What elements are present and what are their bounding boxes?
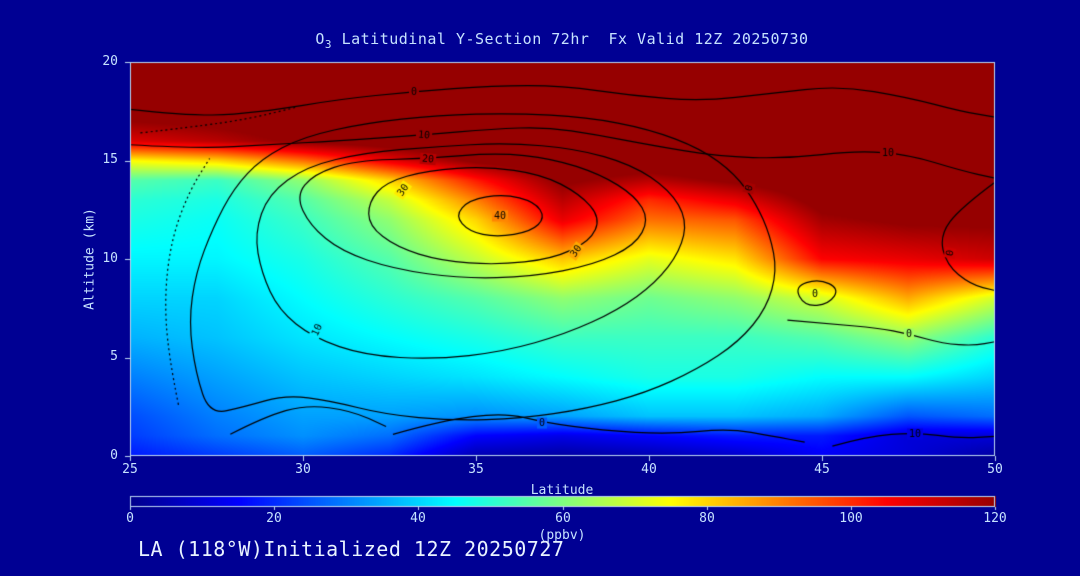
title-species: O <box>315 30 325 48</box>
y-tick-15: 15 <box>102 152 118 167</box>
y-tick-20: 20 <box>102 54 118 69</box>
y-tick-10: 10 <box>102 251 118 266</box>
annotation-initialized: LA (118°W)Initialized 12Z 20250727 <box>138 537 565 561</box>
colorbar-tick-20: 20 <box>266 511 282 526</box>
x-tick-50: 50 <box>987 462 1003 477</box>
colorbar-tick-60: 60 <box>555 511 571 526</box>
colorbar-tick-100: 100 <box>839 511 863 526</box>
x-tick-45: 45 <box>814 462 830 477</box>
chart-title: O3 Latitudinal Y-Section 72hr Fx Valid 1… <box>315 30 808 51</box>
y-tick-0: 0 <box>110 448 118 463</box>
colorbar-tick-40: 40 <box>410 511 426 526</box>
colorbar-tick-120: 120 <box>983 511 1007 526</box>
title-text: Latitudinal Y-Section 72hr Fx Valid 12Z … <box>332 30 809 48</box>
colorbar-label: (ppbv) <box>538 528 586 543</box>
colorbar-tick-80: 80 <box>699 511 715 526</box>
title-species-subscript: 3 <box>324 38 333 51</box>
colorbar-tick-0: 0 <box>126 511 134 526</box>
x-tick-30: 30 <box>295 462 311 477</box>
x-tick-35: 35 <box>468 462 484 477</box>
x-tick-25: 25 <box>122 462 138 477</box>
x-tick-40: 40 <box>641 462 657 477</box>
x-axis-label: Latitude <box>530 483 594 498</box>
y-tick-5: 5 <box>110 349 118 364</box>
